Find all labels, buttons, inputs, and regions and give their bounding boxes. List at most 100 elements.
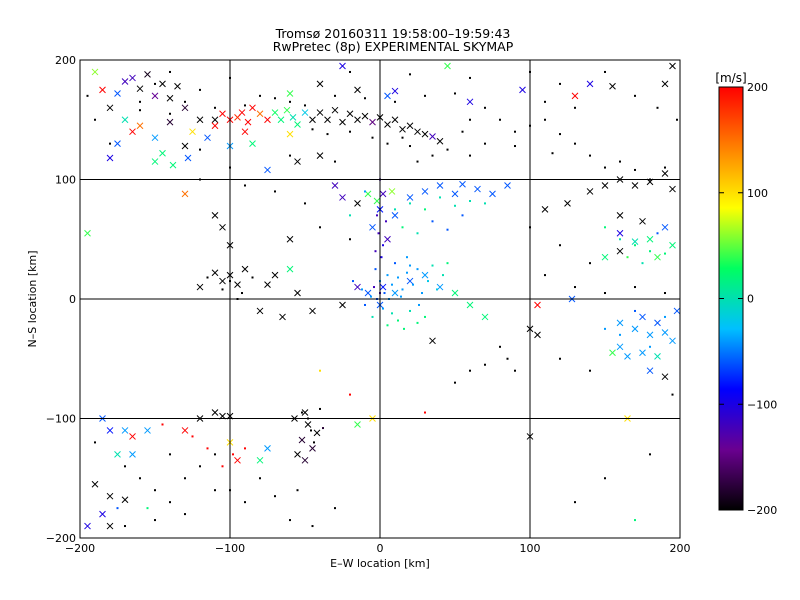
chart-title: Tromsø 20160311 19:58:00–19:59:43 [275, 26, 511, 41]
data-point-x [84, 522, 91, 530]
data-point-x [196, 116, 204, 124]
data-point-x [313, 429, 321, 437]
data-point-dot [671, 393, 674, 396]
data-point-dot [86, 94, 89, 97]
data-point-x [639, 217, 646, 225]
data-point-x [271, 109, 279, 116]
data-point-x [316, 109, 324, 116]
data-point-dot [386, 274, 389, 277]
data-point-dot [382, 244, 384, 247]
data-point-x [661, 80, 669, 88]
data-point-dot [370, 295, 372, 298]
data-point-dot [604, 70, 606, 73]
data-point-x [331, 182, 339, 189]
data-point-dot [289, 519, 291, 522]
data-point-x [339, 194, 346, 201]
data-point-x [106, 427, 114, 434]
data-point-x [219, 110, 226, 118]
data-point-dot [664, 166, 666, 169]
chart-subtitle: RwPretec (8p) EXPERIMENTAL SKYMAP [273, 39, 514, 54]
data-point-x [91, 480, 99, 488]
data-point-dot [446, 148, 449, 151]
data-point-x [264, 281, 271, 289]
data-point-dot [634, 94, 636, 97]
data-point-dot [446, 228, 449, 231]
data-point-dot [656, 106, 659, 109]
data-point-dot [161, 423, 164, 426]
data-point-dot [296, 489, 299, 492]
data-point-dot [221, 465, 224, 468]
data-point-dot [406, 256, 408, 259]
data-point-dot [334, 160, 336, 163]
data-point-dot [400, 295, 402, 298]
data-point-x [144, 70, 151, 78]
data-point-dot [574, 106, 576, 109]
data-point-x [429, 133, 436, 140]
data-point-x [316, 80, 324, 88]
data-point-x [444, 62, 451, 70]
data-point-dot [604, 327, 606, 330]
data-point-dot [319, 226, 321, 229]
data-point-x [631, 238, 639, 245]
data-point-x [166, 94, 174, 102]
data-point-dot [394, 262, 396, 265]
data-point-x [129, 74, 136, 82]
data-point-x [301, 409, 309, 416]
data-point-dot [664, 315, 666, 318]
data-point-dot [514, 369, 516, 372]
data-point-x [601, 182, 609, 189]
data-point-x [391, 289, 399, 297]
data-point-dot [506, 357, 509, 360]
data-point-dot [604, 477, 606, 480]
data-point-x [616, 343, 624, 351]
data-point-dot [634, 519, 636, 522]
data-point-x [406, 194, 414, 201]
data-point-x [384, 121, 391, 128]
data-point-dot [634, 309, 636, 312]
data-point-dot [634, 286, 636, 289]
data-point-dot [380, 256, 383, 259]
data-point-dot [427, 280, 429, 283]
data-point-dot [244, 104, 246, 107]
data-point-x [249, 104, 256, 112]
y-axis-label: N–S location [km] [26, 250, 39, 347]
data-point-dot [499, 118, 501, 121]
data-point-dot [394, 208, 396, 211]
data-point-dot [604, 226, 606, 229]
y-tick-label: −200 [46, 532, 76, 545]
data-point-dot [461, 130, 464, 133]
data-point-x [379, 190, 387, 198]
data-point-dot [232, 453, 234, 456]
data-point-dot [442, 274, 444, 277]
data-point-x [541, 206, 549, 213]
data-point-x [294, 289, 301, 297]
data-point-dot [373, 286, 375, 289]
data-point-dot [326, 133, 329, 136]
data-point-x [354, 200, 361, 207]
data-point-x [241, 265, 249, 273]
data-point-dot [416, 160, 419, 163]
data-point-x [151, 158, 159, 165]
data-point-x [286, 90, 294, 97]
data-point-x [466, 98, 474, 106]
x-tick-label: −200 [65, 542, 95, 555]
data-point-dot [634, 168, 636, 171]
data-point-x [294, 121, 301, 128]
data-point-dot [604, 166, 606, 169]
data-point-dot [391, 283, 393, 286]
data-point-dot [214, 489, 216, 492]
data-point-dot [424, 315, 426, 318]
data-point-x [661, 329, 669, 336]
data-point-dot [274, 190, 276, 193]
data-point-x [391, 87, 399, 95]
data-point-dot [676, 118, 678, 121]
data-point-x [586, 80, 594, 88]
data-point-x [369, 118, 376, 126]
data-point-dot [439, 196, 441, 199]
data-point-dot [416, 268, 419, 271]
data-point-dot [544, 100, 546, 103]
data-point-x [106, 522, 114, 530]
data-point-x [129, 128, 136, 136]
data-point-dot [589, 262, 591, 265]
data-point-dot [301, 411, 303, 414]
